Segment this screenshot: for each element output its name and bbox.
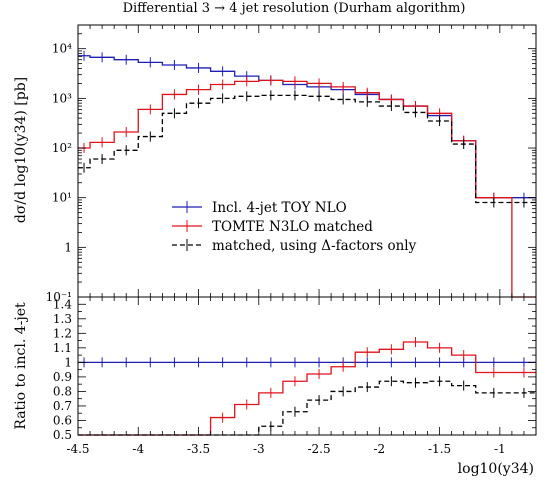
x-ticks [77, 25, 537, 435]
upper-y-tick-label: 10³ [52, 91, 72, 105]
x-tick-label: -3 [253, 442, 265, 456]
lower-y-tick-label: 1.2 [53, 326, 72, 340]
lower-y-tick-label: 0.7 [53, 399, 72, 413]
x-tick-label: -3.5 [187, 442, 210, 456]
legend-label: TOMTE N3LO matched [212, 219, 373, 235]
x-tick-label: -4.5 [66, 442, 89, 456]
legend: Incl. 4-jet TOY NLO TOMTE N3LO matched mat… [172, 200, 417, 254]
upper-plot-area [78, 50, 536, 298]
lower-y-tick-label: 0.5 [53, 428, 72, 442]
upper-y-tick-label: 10⁻¹ [46, 290, 72, 304]
lower-series-1 [78, 341, 536, 436]
upper-panel: 10⁴ 10³ 10² 10¹ 1 10⁻¹ dσ/d log10(y34) [pb] I… [13, 24, 537, 304]
legend-label: Incl. 4-jet TOY NLO [212, 200, 347, 216]
upper-y-ticks [78, 24, 536, 298]
lower-y-ticks [78, 296, 536, 436]
x-tick-label: -1 [494, 442, 506, 456]
lower-panel-frame [77, 296, 537, 436]
lower-y-axis-label: Ratio to incl. 4-jet [13, 302, 29, 430]
lower-series-2 [78, 380, 536, 436]
upper-y-axis-label: dσ/d log10(y34) [pb] [13, 77, 29, 223]
lower-y-tick-label: 0.6 [53, 413, 72, 427]
upper-series-1 [78, 79, 536, 298]
x-axis-label: log10(y34) [458, 461, 534, 477]
upper-panel-frame [77, 24, 537, 298]
upper-series-0 [78, 55, 536, 199]
upper-y-tick-labels: 10⁴ 10³ 10² 10¹ 1 10⁻¹ [46, 42, 73, 304]
upper-series-2 [78, 94, 536, 204]
upper-y-tick-label: 1 [64, 240, 72, 254]
lower-y-tick-label: 1 [64, 355, 72, 369]
lower-plot-area [78, 337, 536, 436]
x-tick-label: -2 [373, 442, 385, 456]
x-tick-labels: -4.5 -4 -3.5 -3 -2.5 -2 -1.5 -1 [66, 442, 505, 456]
x-tick-label: -1.5 [428, 442, 451, 456]
lower-y-tick-label: 0.9 [53, 370, 72, 384]
upper-y-tick-label: 10² [52, 141, 72, 155]
legend-label: matched, using Δ-factors only [212, 238, 417, 254]
lower-panel: 1.41.31.21.110.90.80.70.60.5 -4.5 -4 -3.5-… [13, 25, 537, 477]
lower-y-tick-label: 1.4 [53, 297, 72, 311]
chart-title: Differential 3 → 4 jet resolution (Durha… [123, 1, 466, 16]
x-tick-label: -2.5 [307, 442, 330, 456]
lower-y-tick-labels: 1.41.31.21.110.90.80.70.60.5 [53, 297, 72, 442]
upper-y-tick-label: 10⁴ [52, 42, 72, 56]
lower-y-tick-label: 1.3 [53, 312, 72, 326]
x-tick-label: -4 [132, 442, 144, 456]
lower-y-tick-label: 1.1 [53, 341, 72, 355]
upper-y-tick-label: 10¹ [52, 191, 72, 205]
lower-y-tick-label: 0.8 [53, 384, 72, 398]
